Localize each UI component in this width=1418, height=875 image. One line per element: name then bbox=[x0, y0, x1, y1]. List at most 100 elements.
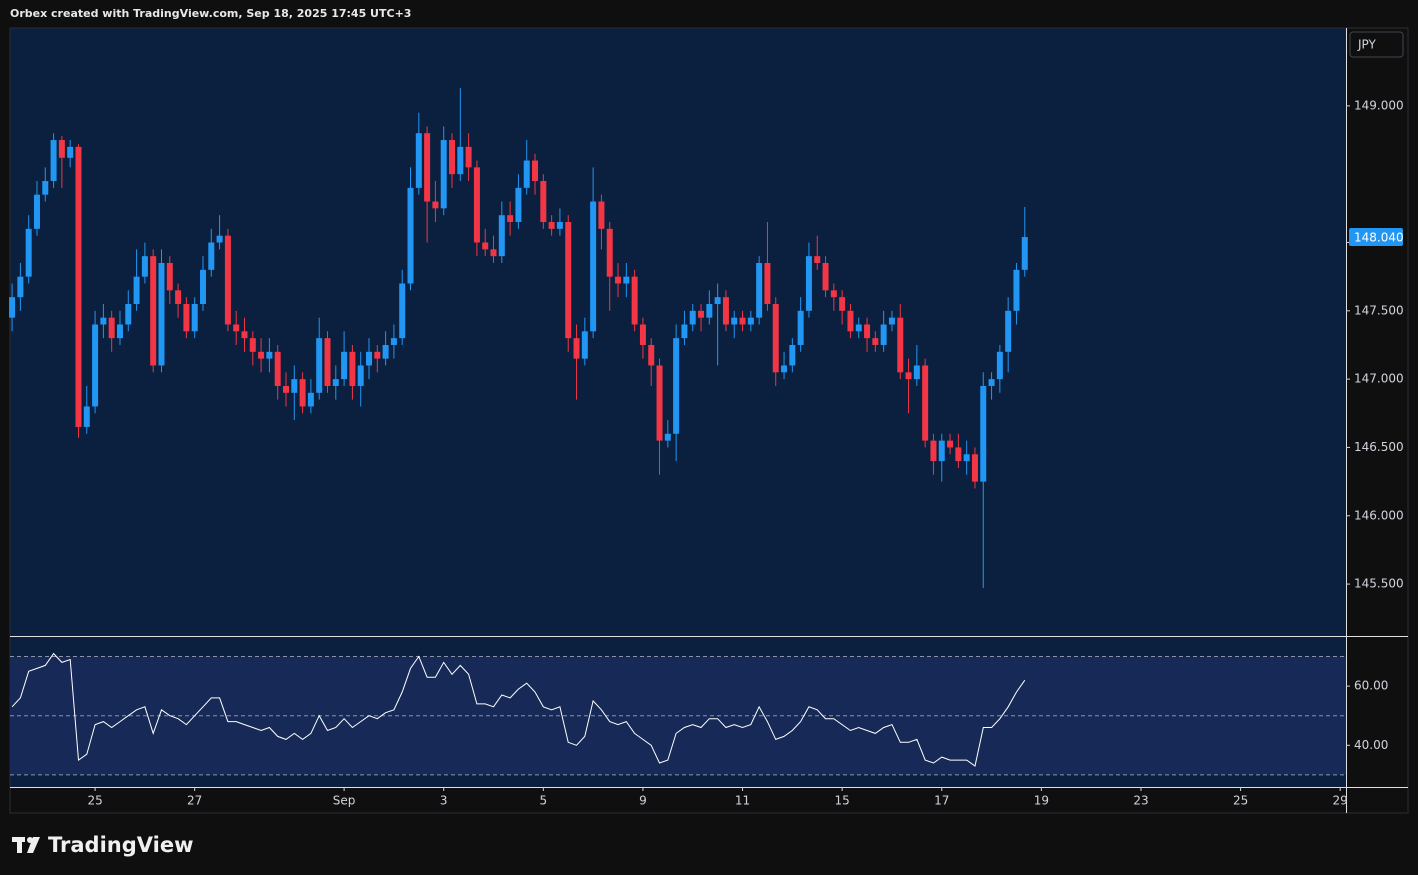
candle-body bbox=[698, 310, 705, 318]
candle-body bbox=[241, 331, 248, 339]
candle-body bbox=[282, 385, 289, 393]
x-tick-label: 29 bbox=[1333, 794, 1348, 808]
candle-body bbox=[980, 385, 987, 482]
candle-body bbox=[507, 215, 514, 223]
candle-body bbox=[805, 256, 812, 311]
candle-body bbox=[532, 160, 539, 182]
candle-body bbox=[897, 317, 904, 373]
candle-body bbox=[922, 365, 929, 441]
candle-body bbox=[208, 242, 215, 270]
y-tick-label: 149.000 bbox=[1354, 98, 1404, 112]
candle-body bbox=[872, 338, 879, 345]
candle-body bbox=[880, 324, 887, 345]
price-scale bbox=[1347, 28, 1408, 788]
candle-body bbox=[465, 146, 472, 168]
candle-body bbox=[1013, 269, 1020, 311]
candle-body bbox=[648, 344, 655, 366]
candle-body bbox=[822, 263, 829, 291]
last-price-badge bbox=[1349, 228, 1403, 247]
candle-body bbox=[399, 283, 406, 339]
candle-body bbox=[258, 351, 265, 359]
candle-body bbox=[623, 276, 630, 284]
candle-body bbox=[548, 222, 555, 229]
candle-body bbox=[565, 222, 572, 339]
candle-body bbox=[888, 317, 895, 325]
candle-body bbox=[523, 160, 530, 188]
candle-body bbox=[847, 310, 854, 332]
y-tick-label: 146.500 bbox=[1354, 440, 1404, 454]
candle-body bbox=[938, 440, 945, 462]
candle-body bbox=[573, 338, 580, 359]
candle-body bbox=[407, 187, 414, 284]
candle-body bbox=[175, 290, 182, 304]
candle-body bbox=[216, 235, 223, 243]
candle-body bbox=[739, 317, 746, 325]
candle-body bbox=[515, 187, 522, 223]
candle-body bbox=[291, 379, 298, 393]
candle-body bbox=[42, 181, 49, 195]
candle-body bbox=[1021, 237, 1028, 270]
candle-body bbox=[116, 324, 123, 339]
candle-body bbox=[166, 263, 173, 291]
y-tick-label: 146.000 bbox=[1354, 508, 1404, 522]
candle-body bbox=[905, 372, 912, 380]
candle-body bbox=[930, 440, 937, 462]
candle-body bbox=[772, 303, 779, 373]
candle-body bbox=[855, 324, 862, 332]
candle-body bbox=[664, 433, 671, 441]
x-tick-label: 19 bbox=[1034, 794, 1049, 808]
x-tick-label: 15 bbox=[835, 794, 850, 808]
x-tick-label: 27 bbox=[187, 794, 202, 808]
header: Orbex created with TradingView.com, Sep … bbox=[10, 7, 411, 20]
candle-body bbox=[25, 228, 32, 277]
candle-body bbox=[307, 392, 314, 407]
y-tick-label: 145.500 bbox=[1354, 577, 1404, 591]
candle-body bbox=[864, 324, 871, 339]
candle-body bbox=[357, 365, 364, 386]
x-tick-label: 9 bbox=[639, 794, 647, 808]
candle-body bbox=[9, 297, 16, 318]
candle-body bbox=[830, 290, 837, 298]
candle-body bbox=[158, 263, 165, 366]
x-tick-label: 23 bbox=[1133, 794, 1148, 808]
candle-body bbox=[947, 440, 954, 448]
candle-body bbox=[1005, 310, 1012, 352]
x-tick-label: 17 bbox=[934, 794, 949, 808]
candle-body bbox=[590, 201, 597, 332]
candle-body bbox=[432, 201, 439, 209]
candle-body bbox=[374, 351, 381, 359]
candle-body bbox=[266, 351, 273, 359]
candle-body bbox=[797, 310, 804, 345]
y-tick-label: 147.500 bbox=[1354, 303, 1404, 317]
candle-body bbox=[731, 317, 738, 325]
candle-body bbox=[58, 140, 65, 158]
x-tick-label: 3 bbox=[440, 794, 448, 808]
candle-body bbox=[756, 263, 763, 318]
candle-body bbox=[390, 338, 397, 345]
candle-body bbox=[971, 454, 978, 482]
candle-body bbox=[50, 140, 57, 182]
candle-body bbox=[67, 146, 74, 158]
candle-body bbox=[415, 133, 422, 188]
candle-body bbox=[482, 242, 489, 250]
x-tick-label: 25 bbox=[87, 794, 102, 808]
candle-body bbox=[498, 215, 505, 257]
logo-icon bbox=[12, 837, 40, 853]
rsi-line bbox=[11, 652, 1026, 767]
candle-body bbox=[17, 276, 24, 298]
candle-body bbox=[673, 338, 680, 434]
candle-body bbox=[341, 351, 348, 380]
logo-text: TradingView bbox=[48, 833, 193, 857]
candle-body bbox=[988, 379, 995, 386]
candle-body bbox=[656, 365, 663, 441]
candle-body bbox=[706, 303, 713, 318]
candle-body bbox=[764, 263, 771, 304]
y-tick-label: 147.000 bbox=[1354, 372, 1404, 386]
currency-box[interactable] bbox=[1349, 31, 1404, 58]
candle-body bbox=[349, 351, 356, 386]
candle-body bbox=[183, 303, 190, 332]
candle-body bbox=[722, 297, 729, 325]
rsi-y-tick-label: 40.00 bbox=[1354, 738, 1388, 752]
candle-body bbox=[274, 351, 281, 386]
candle-body bbox=[689, 310, 696, 325]
